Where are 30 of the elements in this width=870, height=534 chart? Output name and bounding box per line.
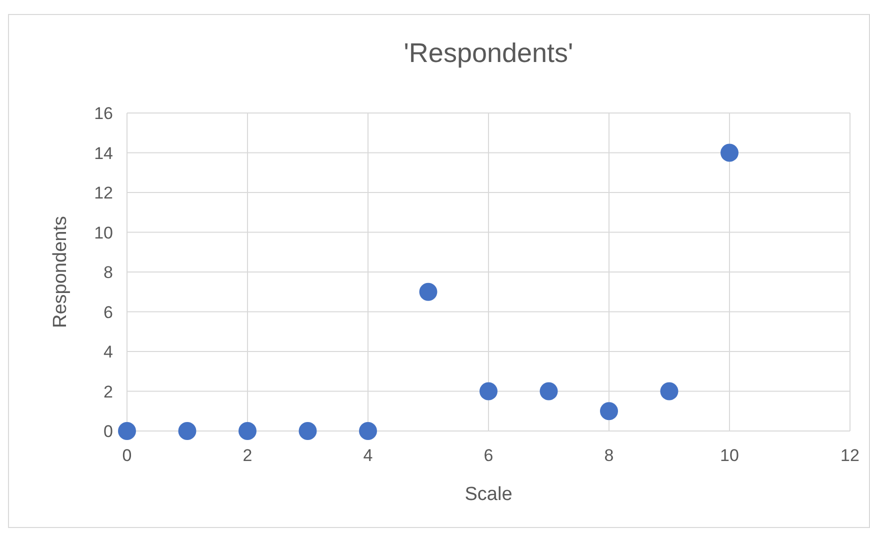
point	[178, 422, 196, 440]
point	[480, 382, 498, 400]
y-tick-label: 10	[94, 223, 113, 242]
y-tick-label: 8	[104, 263, 113, 282]
y-tick-label: 4	[104, 342, 113, 362]
x-tick-label: 4	[363, 446, 373, 465]
x-tick-label: 8	[604, 446, 614, 465]
y-tick-label: 16	[94, 104, 113, 123]
point	[720, 144, 738, 162]
point	[600, 402, 618, 420]
point	[540, 382, 558, 400]
y-tick-label: 6	[104, 302, 113, 322]
point	[238, 422, 256, 440]
y-tick-label: 0	[104, 422, 113, 441]
point	[660, 382, 678, 400]
x-tick-label: 0	[122, 446, 132, 465]
point	[359, 422, 377, 440]
y-tick-label: 12	[94, 184, 113, 202]
x-tick-label: 10	[720, 446, 739, 465]
x-tick-label: 12	[840, 446, 860, 465]
y-tick-label: 2	[104, 382, 113, 402]
x-axis-title: Scale	[464, 484, 512, 505]
x-tick-label: 6	[484, 446, 494, 465]
y-axis-title: Respondents	[50, 216, 71, 328]
point	[298, 422, 317, 440]
y-tick-label: 14	[94, 144, 113, 163]
point	[419, 282, 438, 301]
chart-title: 'Respondents'	[404, 38, 574, 68]
point	[118, 422, 136, 440]
x-tick-label: 2	[242, 446, 252, 465]
